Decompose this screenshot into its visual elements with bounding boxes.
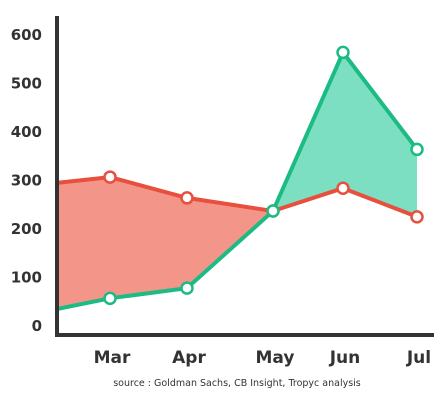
y-tick-label-500: 500 [11,75,42,93]
series-line-2 [55,50,419,311]
data-point-series-2-4 [336,45,350,60]
data-point-series-2-5 [410,142,424,157]
x-tick-label-jul: Jul [406,348,431,368]
x-tick-label-apr: Apr [172,348,206,368]
data-point-series-1-1 [103,170,117,184]
data-point-series-2-1 [103,291,117,306]
source-note: source : Goldman Sachs, CB Insight, Trop… [113,378,361,389]
area-fill-series-1-0 [57,177,273,309]
y-tick-label-0: 0 [32,317,42,335]
y-tick-label-600: 600 [11,26,42,44]
series-line-1 [55,175,419,219]
y-tick-label-100: 100 [11,269,42,287]
y-tick-label-200: 200 [11,220,42,238]
x-tick-label-may: May [256,348,295,368]
data-point-series-1-5 [410,210,424,224]
axes [55,16,434,337]
series-markers [103,45,424,306]
y-axis-ticks: 0 100 200 300 400 500 600 [11,26,42,335]
x-axis-ticks: Mar Apr May Jun Jul [94,348,432,368]
area-fill-series-2-1 [273,52,417,217]
x-tick-label-jun: Jun [329,348,361,368]
y-tick-label-300: 300 [11,172,42,190]
data-point-series-1-2 [180,191,194,205]
x-tick-label-mar: Mar [94,348,131,368]
y-tick-label-400: 400 [11,123,42,141]
data-point-series-1-4 [336,181,350,195]
area-fills [57,52,417,309]
series-lines [55,50,419,311]
data-point-series-2-3 [266,204,280,218]
data-point-series-2-2 [180,281,194,295]
